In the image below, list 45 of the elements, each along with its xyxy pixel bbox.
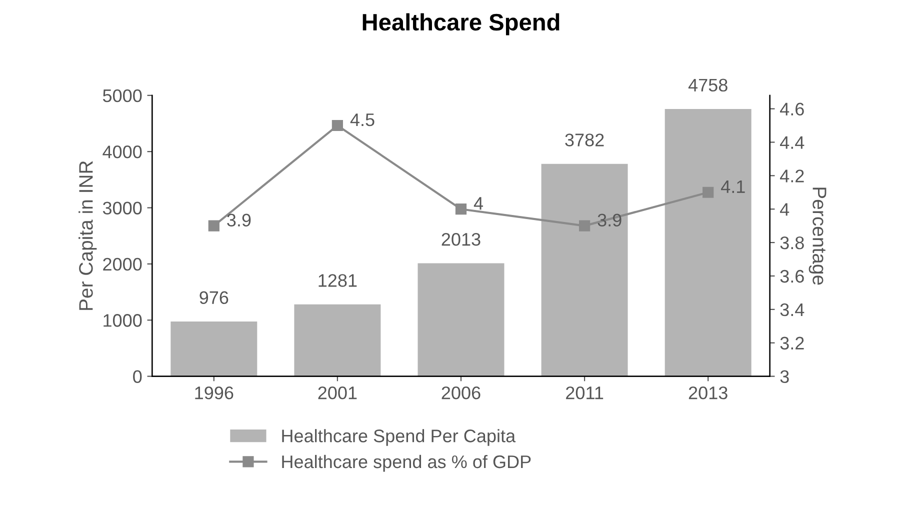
bar [170,321,258,376]
y2-tick-label: 3.4 [780,303,804,316]
data-label: 4758 [688,78,728,92]
data-label: 4.1 [721,180,745,193]
legend-label: Healthcare spend as % of GDP [282,454,531,472]
y2-tick-label: 4.2 [780,170,804,182]
data-label: 3.9 [598,214,622,226]
point [332,120,344,132]
y-axis-title: Per Capita in INR [78,161,97,310]
x-tick-label: 1996 [195,386,234,400]
y2-tick-label: 3.6 [780,270,804,283]
y2-tick-label: 4.6 [780,102,804,116]
y-tick-label: 1000 [104,314,142,327]
point [455,204,467,215]
chart-title: Healthcare Spend [362,13,560,36]
y2-tick-label: 3.2 [780,336,804,350]
x-tick-label: 2001 [318,386,357,400]
y-tick-label: 5000 [102,89,142,102]
data-label: 2013 [442,232,480,246]
x-tick-label: 2011 [566,386,604,400]
point [578,220,590,232]
x-tick-label: 2006 [442,386,480,400]
bar [418,263,504,376]
y2-tick-label: 3 [780,370,789,384]
bar [541,164,628,376]
point [702,186,714,198]
data-label: 976 [200,291,228,304]
y-tick-label: 0 [133,370,142,384]
legend-label: Healthcare Spend Per Capita [282,429,516,446]
y-tick-label: 4000 [102,146,142,158]
y-tick-label: 2000 [103,258,142,271]
y2-tick-label: 3.8 [780,236,804,250]
data-label: 3.9 [227,214,251,226]
bar [664,108,752,376]
bar [294,304,381,376]
y-tick-label: 3000 [102,202,142,214]
y2-tick-label: 4.4 [780,136,804,149]
data-label: 4 [474,197,484,210]
data-label: 3782 [565,134,604,146]
point [208,220,220,232]
y2-tick-label: 4 [780,203,790,216]
y2-axis-title: Percentage [808,188,826,285]
data-label: 4.5 [350,114,374,126]
x-tick-label: 2013 [688,386,728,400]
data-label: 1281 [318,274,357,287]
